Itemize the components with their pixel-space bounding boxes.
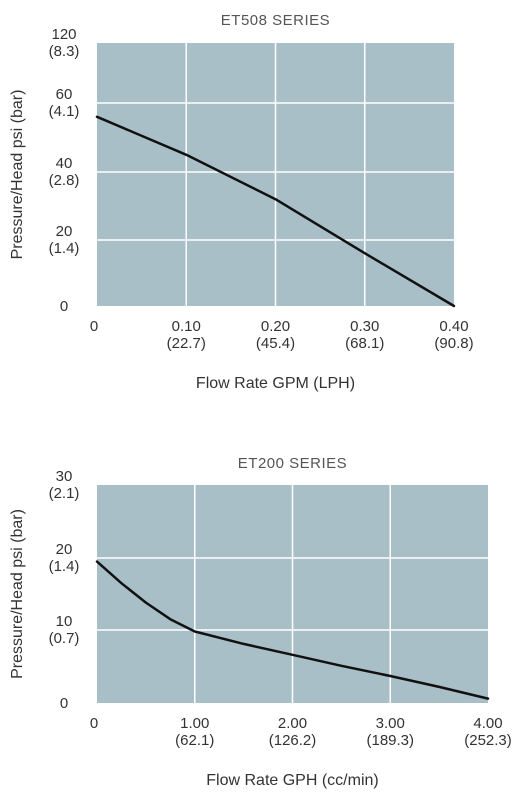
et508-y-tick-label: 120 bbox=[51, 26, 76, 43]
et200-y-tick-label: 10 bbox=[56, 613, 73, 630]
et508-y-tick-label: 40 bbox=[56, 155, 73, 172]
et508-x-axis-label: Flow Rate GPM (LPH) bbox=[196, 375, 355, 392]
et508-x-tick-label: 0.40 bbox=[439, 318, 468, 335]
et508-y-tick-label: 0 bbox=[60, 298, 68, 315]
et200-y-tick-sublabel: (0.7) bbox=[49, 630, 80, 647]
et508-x-tick-sublabel: (68.1) bbox=[345, 335, 384, 352]
et508-y-tick-sublabel: (1.4) bbox=[49, 240, 80, 257]
et200-chart-svg: ET200 SERIES Pressure/Head psi (bar) Flow … bbox=[9, 455, 512, 789]
et200-x-tick-label: 4.00 bbox=[473, 715, 502, 732]
et200-y-tick-sublabel: (2.1) bbox=[49, 485, 80, 502]
et200-x-tick-sublabel: (189.3) bbox=[366, 732, 414, 749]
et200-y-tick-label: 0 bbox=[60, 695, 68, 712]
et508-x-tick-sublabel: (90.8) bbox=[434, 335, 473, 352]
et200-x-tick-sublabel: (126.2) bbox=[269, 732, 317, 749]
et200-x-tick-label: 3.00 bbox=[376, 715, 405, 732]
et200-y-tick-sublabel: (1.4) bbox=[49, 558, 80, 575]
et508-y-axis-label: Pressure/Head psi (bar) bbox=[9, 90, 26, 260]
et200-y-axis-label: Pressure/Head psi (bar) bbox=[9, 509, 26, 679]
et200-chart: ET200 SERIES Pressure/Head psi (bar) Flow … bbox=[0, 400, 520, 800]
et200-x-tick-sublabel: (62.1) bbox=[175, 732, 214, 749]
et508-series-line bbox=[95, 115, 456, 308]
et508-x-tick-label: 0 bbox=[90, 318, 98, 335]
et508-y-tick-sublabel: (2.8) bbox=[49, 172, 80, 189]
et508-y-tick-label: 60 bbox=[56, 86, 73, 103]
et200-y-tick-label: 30 bbox=[56, 468, 73, 485]
et508-chart: ET508 SERIES Pressure/Head psi (bar) Flow … bbox=[9, 12, 474, 392]
et200-y-tick-label: 20 bbox=[56, 541, 73, 558]
et508-x-tick-label: 0.10 bbox=[172, 318, 201, 335]
et200-x-tick-label: 1.00 bbox=[180, 715, 209, 732]
et508-x-tick-label: 0.30 bbox=[350, 318, 379, 335]
et200-x-tick-label: 2.00 bbox=[278, 715, 307, 732]
et508-x-tick-sublabel: (22.7) bbox=[167, 335, 206, 352]
et508-y-tick-sublabel: (4.1) bbox=[49, 103, 80, 120]
et200-x-tick-sublabel: (252.3) bbox=[464, 732, 512, 749]
et200-chart-title: ET200 SERIES bbox=[238, 455, 347, 472]
et508-chart-title: ET508 SERIES bbox=[221, 12, 330, 29]
et508-x-tick-sublabel: (45.4) bbox=[256, 335, 295, 352]
et508-x-tick-label: 0.20 bbox=[261, 318, 290, 335]
et200-x-tick-label: 0 bbox=[90, 715, 98, 732]
et200-series-line bbox=[95, 560, 490, 700]
et508-y-tick-label: 20 bbox=[56, 223, 73, 240]
et200-x-axis-label: Flow Rate GPH (cc/min) bbox=[206, 772, 378, 789]
et508-chart-svg: ET508 SERIES Pressure/Head psi (bar) Flow … bbox=[9, 12, 474, 392]
et508-y-tick-sublabel: (8.3) bbox=[49, 43, 80, 60]
